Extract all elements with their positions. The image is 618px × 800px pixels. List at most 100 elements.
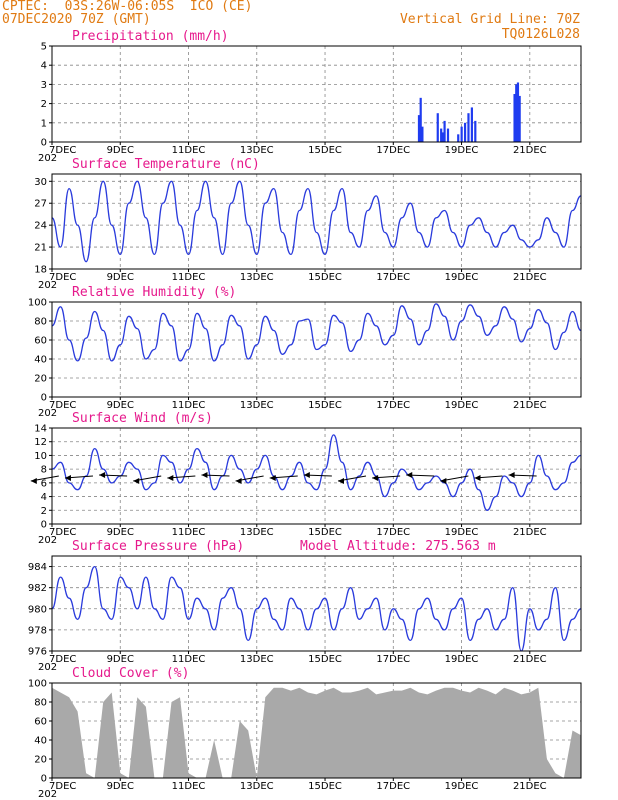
precip-ytick-label: 2 bbox=[41, 99, 47, 110]
wind-arrowhead bbox=[508, 472, 515, 478]
pressure-xtick-label: 11DEC bbox=[172, 654, 206, 665]
precip-bar bbox=[518, 95, 521, 142]
rh-title: Relative Humidity (%) bbox=[72, 285, 236, 300]
precip-bar bbox=[441, 132, 444, 142]
cloud-ytick-label: 60 bbox=[34, 717, 47, 728]
rh-xtick-label: 9DEC bbox=[107, 400, 134, 411]
cloud-xtick-label: 21DEC bbox=[513, 781, 547, 792]
wind-arrowhead bbox=[30, 478, 37, 484]
pressure-xtick-label: 9DEC bbox=[107, 654, 134, 665]
precip-xtick-label: 7DEC bbox=[49, 145, 76, 156]
temp-frame bbox=[51, 173, 582, 270]
cloud-xtick-label: 7DEC bbox=[49, 781, 76, 792]
temp-xtick-label: 11DEC bbox=[172, 272, 206, 283]
precip-xtick-label: 15DEC bbox=[308, 145, 342, 156]
temp-xtick-label: 19DEC bbox=[445, 272, 479, 283]
precip-bar bbox=[470, 107, 473, 142]
cloud-xtick-label: 19DEC bbox=[445, 781, 479, 792]
rh-xtick-label: 7DEC bbox=[49, 400, 76, 411]
wind-xtick-label: 17DEC bbox=[376, 527, 410, 538]
header-location: CPTEC: 03S:26W-06:05S ICO (CE) bbox=[2, 0, 253, 14]
wind-ytick-label: 4 bbox=[41, 492, 47, 503]
temp-xtick-label: 21DEC bbox=[513, 272, 547, 283]
precip-ytick-label: 3 bbox=[41, 80, 47, 91]
wind-xtick-label: 13DEC bbox=[240, 527, 274, 538]
pressure-xtick-label: 17DEC bbox=[376, 654, 410, 665]
pressure-ytick-label: 976 bbox=[28, 647, 47, 658]
temp-xtick-label: 17DEC bbox=[376, 272, 410, 283]
cloud-xtick-label: 15DEC bbox=[308, 781, 342, 792]
pressure-xtick-label: 15DEC bbox=[308, 654, 342, 665]
wind-arrowhead bbox=[201, 472, 208, 478]
pressure-ytick-label: 984 bbox=[28, 562, 47, 573]
pressure-ytick-label: 978 bbox=[28, 625, 47, 636]
temp-ytick-label: 21 bbox=[34, 243, 47, 254]
precip-bar bbox=[446, 128, 450, 142]
precip-xtick-label: 9DEC bbox=[107, 145, 134, 156]
wind-xtick-label: 7DEC bbox=[49, 527, 76, 538]
cloud-ytick-label: 0 bbox=[41, 774, 47, 785]
wind-ytick-label: 14 bbox=[34, 424, 47, 435]
wind-xtick-label: 9DEC bbox=[107, 527, 134, 538]
cloud-ytick-label: 100 bbox=[28, 679, 47, 690]
temp-xtick-label: 9DEC bbox=[107, 272, 134, 283]
wind-xtick-label: 21DEC bbox=[513, 527, 547, 538]
pressure-xtick-label: 19DEC bbox=[445, 654, 479, 665]
wind-arrowhead bbox=[235, 478, 242, 484]
precip-xtick-label: 17DEC bbox=[376, 145, 410, 156]
precip-bar bbox=[467, 113, 470, 142]
wind-ytick-label: 10 bbox=[34, 451, 47, 462]
wind-arrowhead bbox=[372, 475, 379, 481]
wind-arrowhead bbox=[303, 472, 310, 478]
cloud-xtick-label: 17DEC bbox=[376, 781, 410, 792]
precip-bar bbox=[440, 128, 443, 142]
rh-ytick-label: 40 bbox=[34, 355, 47, 366]
wind-ytick-label: 2 bbox=[41, 506, 47, 517]
cloud-ytick-label: 80 bbox=[34, 698, 47, 709]
precip-xtick-label: 19DEC bbox=[445, 145, 479, 156]
header-model-code: TQ0126L028 bbox=[501, 27, 580, 42]
precip-bar bbox=[419, 97, 422, 142]
pressure-xtick-label: 21DEC bbox=[513, 654, 547, 665]
temp-ytick-label: 30 bbox=[34, 177, 47, 188]
precip-xtick-label: 13DEC bbox=[240, 145, 274, 156]
precip-xtick-label: 21DEC bbox=[513, 145, 547, 156]
rh-ytick-label: 0 bbox=[41, 393, 47, 404]
rh-xtick-label: 21DEC bbox=[513, 400, 547, 411]
rh-series-line bbox=[51, 303, 582, 362]
wind-year-label: 202 bbox=[38, 535, 57, 546]
temp-year-label: 202 bbox=[38, 280, 57, 291]
precip-ytick-label: 5 bbox=[41, 42, 47, 53]
wind-ytick-label: 0 bbox=[41, 520, 47, 531]
precip-title: Precipitation (mm/h) bbox=[72, 29, 229, 44]
precip-bar bbox=[436, 113, 439, 142]
wind-arrowhead bbox=[99, 472, 106, 478]
wind-arrowhead bbox=[64, 475, 71, 481]
precip-bar bbox=[421, 126, 424, 142]
wind-arrowhead bbox=[474, 475, 481, 481]
precip-bar bbox=[460, 126, 463, 142]
cloud-year-label: 202 bbox=[38, 789, 57, 800]
wind-xtick-label: 19DEC bbox=[445, 527, 479, 538]
header-grid-note: Vertical Grid Line: 70Z bbox=[399, 12, 580, 27]
rh-xtick-label: 17DEC bbox=[376, 400, 410, 411]
temp-xtick-label: 15DEC bbox=[308, 272, 342, 283]
pressure-ytick-label: 982 bbox=[28, 583, 47, 594]
wind-title: Surface Wind (m/s) bbox=[72, 411, 213, 426]
temp-series-line bbox=[51, 180, 582, 263]
cloud-xtick-label: 11DEC bbox=[172, 781, 206, 792]
pressure-xtick-label: 13DEC bbox=[240, 654, 274, 665]
wind-arrowhead bbox=[269, 475, 276, 481]
temp-ytick-label: 27 bbox=[34, 199, 47, 210]
precip-ytick-label: 1 bbox=[41, 118, 47, 129]
rh-ytick-label: 80 bbox=[34, 317, 47, 328]
wind-arrowhead bbox=[440, 478, 447, 484]
rh-xtick-label: 11DEC bbox=[172, 400, 206, 411]
wind-arrowhead bbox=[406, 472, 413, 478]
rh-ytick-label: 60 bbox=[34, 336, 47, 347]
precip-frame bbox=[51, 45, 582, 143]
temp-ytick-label: 18 bbox=[34, 265, 47, 276]
pressure-frame bbox=[51, 555, 582, 652]
rh-year-label: 202 bbox=[38, 408, 57, 419]
